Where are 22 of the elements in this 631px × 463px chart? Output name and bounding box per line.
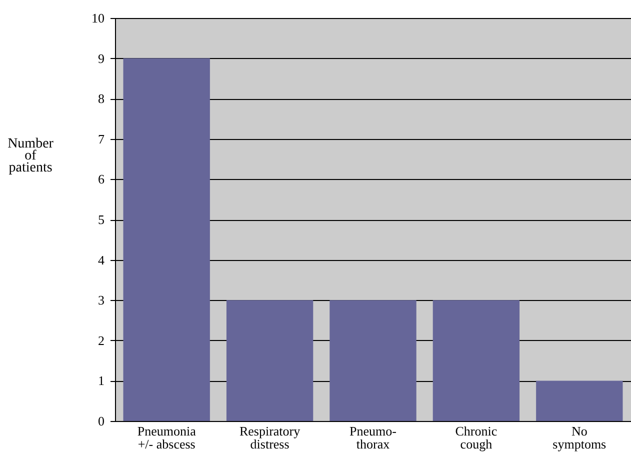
- x-tick-label: Respiratory distress: [239, 424, 301, 452]
- y-tick-label: 6: [98, 172, 105, 187]
- y-tick-label: 5: [98, 212, 104, 227]
- y-axis-title: Number of patients: [8, 136, 54, 176]
- y-tick-label: 8: [98, 91, 104, 106]
- bar: [123, 58, 210, 421]
- y-tick-label: 7: [98, 131, 105, 146]
- y-tick-label: 4: [98, 252, 105, 268]
- bar: [536, 380, 623, 421]
- x-tick-label: No symptoms: [552, 424, 606, 452]
- x-tick-label: Pneumonia +/- abscess: [137, 424, 196, 452]
- x-tick-label: Chronic cough: [455, 424, 498, 452]
- y-tick-label: 0: [98, 414, 104, 428]
- y-tick-label: 9: [98, 50, 104, 66]
- y-tick-label: 1: [98, 373, 104, 388]
- bar: [330, 300, 416, 421]
- y-tick-label: 3: [98, 292, 104, 308]
- y-tick-label: 2: [98, 332, 104, 348]
- y-tick-label: 10: [92, 10, 104, 26]
- x-tick-label: Pneumo- thorax: [350, 424, 396, 452]
- bar: [226, 300, 314, 421]
- bar: [432, 300, 520, 421]
